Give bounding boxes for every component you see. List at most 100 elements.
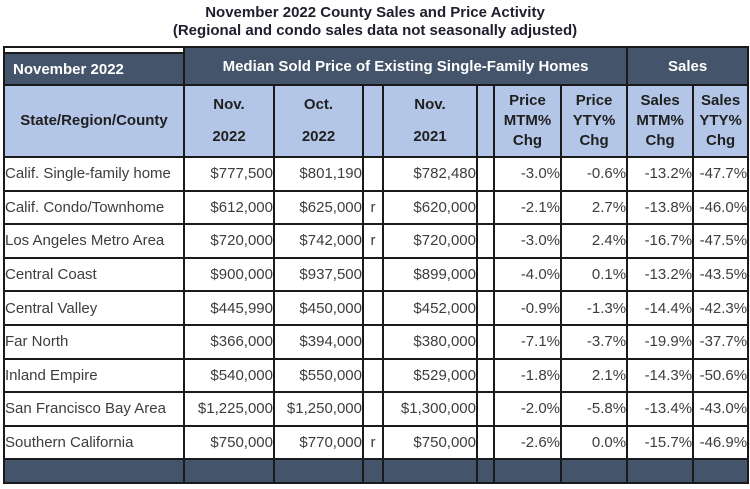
cell-price-yty: -0.6% [559,156,629,192]
cell-flag2 [476,357,495,394]
cell-sales-mtm: -14.3% [626,357,695,394]
cell-sales-mtm: -19.9% [626,323,695,360]
cell-sales-yty: -42.3% [692,290,750,326]
cell-price-mtm: -0.9% [493,290,562,326]
cell-price-yty: 0.0% [559,424,629,461]
table-row: Central Coast $900,000 $937,500 $899,000 -4.… [3,256,750,293]
cell-sales-mtm: -13.4% [626,391,695,427]
cell-region: Far North [3,323,185,360]
footer-cell [3,458,185,485]
table-row: Far North $366,000 $394,000 $380,000 -7.1% -3… [3,323,750,360]
group-header-row-period: November 2022 [3,52,748,86]
cell-price-mtm: -3.0% [493,156,562,192]
cell-oct2022: $770,000 [273,424,364,461]
cell-price-mtm: -7.1% [493,323,562,360]
cell-nov2022: $720,000 [183,223,275,259]
footer-row [3,458,750,485]
cell-price-mtm: -2.1% [493,189,562,226]
cell-oct2022: $937,500 [273,256,364,293]
cell-price-yty: 2.7% [559,189,629,226]
cell-nov2022: $612,000 [183,189,275,226]
cell-price-mtm: -2.0% [493,391,562,427]
cell-flag1 [362,156,384,192]
cell-oct2022: $625,000 [273,189,364,226]
footer-cell [559,458,629,485]
cell-oct2022: $1,250,000 [273,391,364,427]
cell-nov2021: $782,480 [382,156,478,192]
cell-sales-mtm: -13.2% [626,256,695,293]
sales-group-header: Sales [626,46,750,86]
col-header-sales-mtm: Sales MTM% Chg [626,84,695,158]
cell-region: Central Valley [3,290,185,326]
col-header-nov-2022: Nov. 2022 [183,84,275,158]
table-row: Inland Empire $540,000 $550,000 $529,000 -1.… [3,357,750,394]
cell-price-mtm: -2.6% [493,424,562,461]
cell-sales-mtm: -16.7% [626,223,695,259]
cell-price-mtm: -4.0% [493,256,562,293]
cell-sales-yty: -47.7% [692,156,750,192]
table-row: Southern California $750,000 $770,000 r $750… [3,424,750,461]
period-header: November 2022 [3,52,185,86]
cell-oct2022: $550,000 [273,357,364,394]
cell-region: Calif. Single-family home [3,156,185,192]
col-header-oct-2022: Oct. 2022 [273,84,364,158]
cell-oct2022: $450,000 [273,290,364,326]
footer-cell [692,458,750,485]
cell-flag2 [476,424,495,461]
cell-nov2021: $750,000 [382,424,478,461]
cell-region: Calif. Condo/Townhome [3,189,185,226]
cell-flag1: r [362,223,384,259]
cell-flag2 [476,256,495,293]
cell-price-yty: 0.1% [559,256,629,293]
cell-oct2022: $801,190 [273,156,364,192]
county-sales-price-table: Median Sold Price of Existing Single-Fam… [3,46,750,485]
cell-flag1 [362,256,384,293]
cell-sales-yty: -47.5% [692,223,750,259]
column-header-row: State/Region/County Nov. 2022 Oct. 2022 … [3,84,750,158]
cell-price-yty: -1.3% [559,290,629,326]
table-row: Central Valley $445,990 $450,000 $452,000 -0… [3,290,750,326]
cell-flag2 [476,189,495,226]
cell-nov2022: $445,990 [183,290,275,326]
footer-cell [273,458,364,485]
footer-cell [493,458,562,485]
cell-region: Central Coast [3,256,185,293]
footer-cell [476,458,495,485]
cell-flag2 [476,391,495,427]
cell-region: Southern California [3,424,185,461]
cell-flag1 [362,290,384,326]
col-header-sales-yty: Sales YTY% Chg [692,84,750,158]
cell-flag1 [362,357,384,394]
cell-price-yty: 2.4% [559,223,629,259]
cell-region: Inland Empire [3,357,185,394]
median-price-group-header: Median Sold Price of Existing Single-Fam… [182,46,629,86]
cell-sales-yty: -43.0% [692,391,750,427]
table-row: Los Angeles Metro Area $720,000 $742,000 r $… [3,223,750,259]
cell-nov2021: $452,000 [382,290,478,326]
footer-cell [183,458,275,485]
cell-flag1 [362,323,384,360]
footer-cell [382,458,478,485]
cell-region: Los Angeles Metro Area [3,223,185,259]
cell-nov2022: $1,225,000 [183,391,275,427]
cell-price-mtm: -1.8% [493,357,562,394]
cell-nov2021: $529,000 [382,357,478,394]
col-header-region: State/Region/County [3,84,185,158]
page-title: November 2022 County Sales and Price Act… [205,4,545,21]
header-spacer [3,46,185,54]
table-row: Calif. Single-family home $777,500 $801,19… [3,156,750,192]
footer-cell [362,458,384,485]
cell-price-mtm: -3.0% [493,223,562,259]
cell-price-yty: -3.7% [559,323,629,360]
cell-nov2021: $380,000 [382,323,478,360]
cell-flag2 [476,290,495,326]
cell-nov2022: $900,000 [183,256,275,293]
cell-flag2 [476,323,495,360]
cell-nov2022: $750,000 [183,424,275,461]
cell-sales-yty: -46.9% [692,424,750,461]
cell-sales-yty: -43.5% [692,256,750,293]
cell-nov2022: $366,000 [183,323,275,360]
cell-flag2 [476,156,495,192]
title-block: November 2022 County Sales and Price Act… [0,0,750,40]
